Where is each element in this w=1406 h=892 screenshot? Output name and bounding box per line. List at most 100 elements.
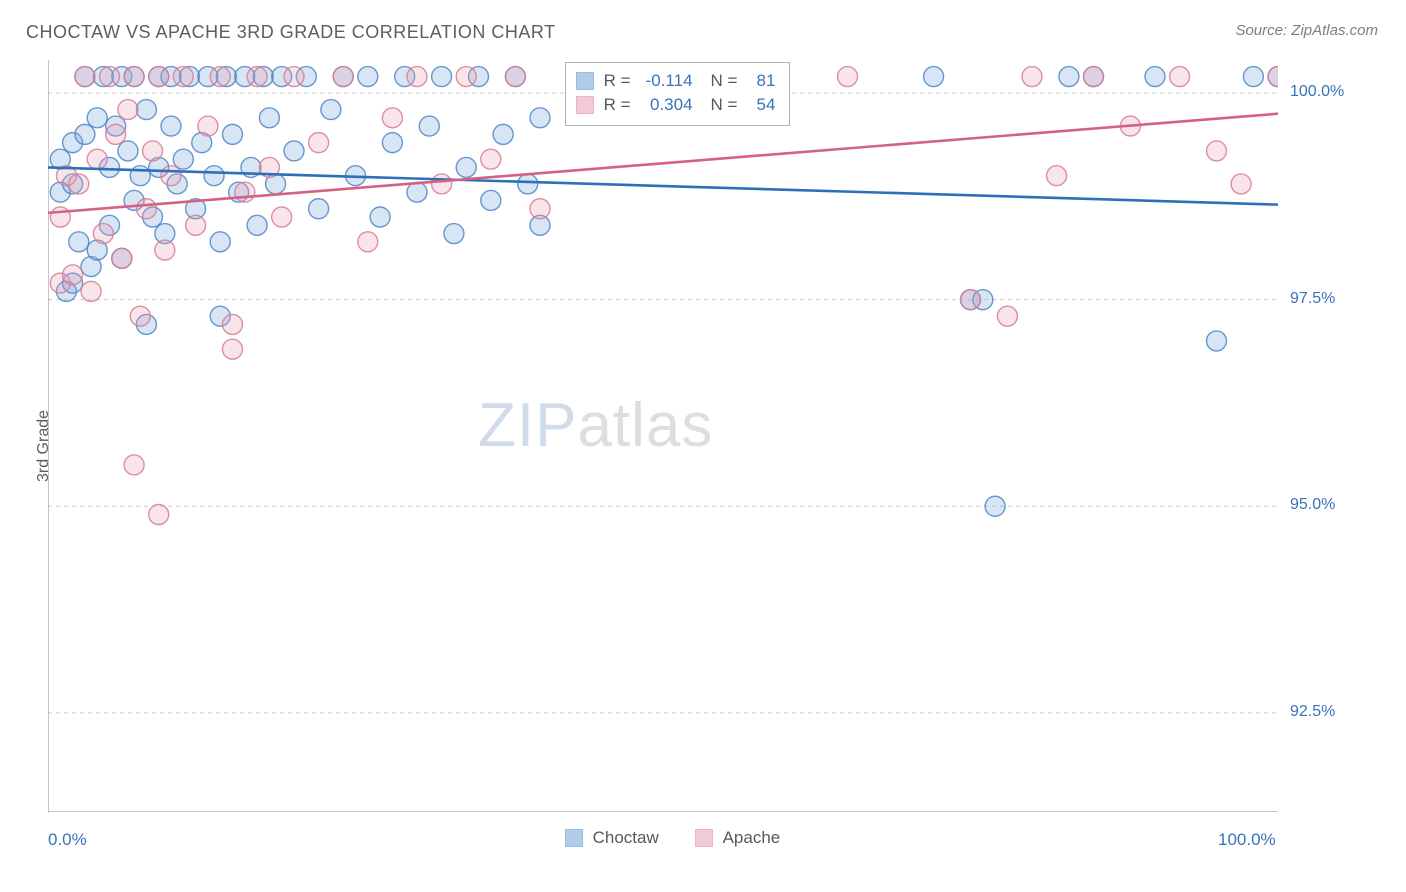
data-point	[235, 182, 255, 202]
data-point	[272, 207, 292, 227]
data-point	[118, 141, 138, 161]
x-tick-label: 0.0%	[48, 830, 87, 850]
data-point	[130, 166, 150, 186]
data-point	[321, 100, 341, 120]
data-point	[530, 108, 550, 128]
data-point	[432, 67, 452, 87]
data-point	[124, 455, 144, 475]
stats-r-value: -0.114	[639, 69, 693, 93]
data-point	[69, 174, 89, 194]
stats-n-value: 81	[745, 69, 775, 93]
data-point	[69, 232, 89, 252]
data-point	[444, 224, 464, 244]
data-point	[63, 265, 83, 285]
data-point	[1145, 67, 1165, 87]
data-point	[1231, 174, 1251, 194]
data-point	[456, 67, 476, 87]
data-point	[210, 232, 230, 252]
data-point	[838, 67, 858, 87]
data-point	[124, 67, 144, 87]
stats-swatch	[576, 72, 594, 90]
data-point	[1084, 67, 1104, 87]
stats-r-label: R =	[604, 69, 631, 93]
data-point	[136, 199, 156, 219]
stats-n-value: 54	[745, 93, 775, 117]
data-point	[284, 141, 304, 161]
correlation-stats-box: R = -0.114 N = 81 R = 0.304 N = 54	[565, 62, 791, 126]
y-tick-label: 95.0%	[1290, 496, 1335, 514]
data-point	[1170, 67, 1190, 87]
data-point	[333, 67, 353, 87]
data-point	[50, 207, 70, 227]
data-point	[419, 116, 439, 136]
data-point	[223, 339, 243, 359]
data-point	[456, 157, 476, 177]
plot-area: R = -0.114 N = 81 R = 0.304 N = 54 ZIPat…	[48, 60, 1278, 812]
data-point	[432, 174, 452, 194]
data-point	[382, 108, 402, 128]
data-point	[247, 215, 267, 235]
y-tick-label: 92.5%	[1290, 703, 1335, 721]
stats-n-label: N =	[711, 69, 738, 93]
data-point	[309, 199, 329, 219]
stats-r-value: 0.304	[639, 93, 693, 117]
data-point	[493, 124, 513, 144]
data-point	[161, 166, 181, 186]
x-tick-label: 100.0%	[1218, 830, 1276, 850]
data-point	[358, 67, 378, 87]
data-point	[309, 133, 329, 153]
legend-label: Apache	[723, 828, 781, 848]
data-point	[130, 306, 150, 326]
data-point	[136, 100, 156, 120]
data-point	[1047, 166, 1067, 186]
data-point	[204, 166, 224, 186]
data-point	[407, 182, 427, 202]
data-point	[985, 496, 1005, 516]
stats-r-label: R =	[604, 93, 631, 117]
data-point	[505, 67, 525, 87]
data-point	[100, 67, 120, 87]
legend-swatch	[565, 829, 583, 847]
data-point	[155, 240, 175, 260]
stats-n-label: N =	[711, 93, 738, 117]
data-point	[173, 149, 193, 169]
data-point	[358, 232, 378, 252]
scatter-plot-svg	[48, 60, 1278, 812]
data-point	[407, 67, 427, 87]
data-point	[106, 124, 126, 144]
data-point	[1207, 141, 1227, 161]
data-point	[1268, 67, 1278, 87]
data-point	[518, 174, 538, 194]
data-point	[161, 116, 181, 136]
data-point	[75, 67, 95, 87]
data-point	[259, 108, 279, 128]
data-point	[530, 199, 550, 219]
data-point	[210, 67, 230, 87]
data-point	[481, 190, 501, 210]
data-point	[112, 248, 132, 268]
data-point	[75, 124, 95, 144]
data-point	[1243, 67, 1263, 87]
data-point	[1059, 67, 1079, 87]
data-point	[223, 124, 243, 144]
data-point	[87, 108, 107, 128]
source-label: Source: ZipAtlas.com	[1235, 22, 1378, 39]
data-point	[118, 100, 138, 120]
data-point	[997, 306, 1017, 326]
y-tick-label: 97.5%	[1290, 290, 1335, 308]
data-point	[924, 67, 944, 87]
data-point	[370, 207, 390, 227]
y-tick-label: 100.0%	[1290, 83, 1344, 101]
data-point	[247, 67, 267, 87]
data-point	[223, 314, 243, 334]
data-point	[81, 281, 101, 301]
data-point	[284, 67, 304, 87]
chart-title: CHOCTAW VS APACHE 3RD GRADE CORRELATION …	[26, 22, 556, 43]
data-point	[173, 67, 193, 87]
data-point	[198, 116, 218, 136]
data-point	[1022, 67, 1042, 87]
stats-row-choctaw: R = -0.114 N = 81	[576, 69, 776, 93]
data-point	[149, 67, 169, 87]
data-point	[186, 215, 206, 235]
data-point	[961, 290, 981, 310]
